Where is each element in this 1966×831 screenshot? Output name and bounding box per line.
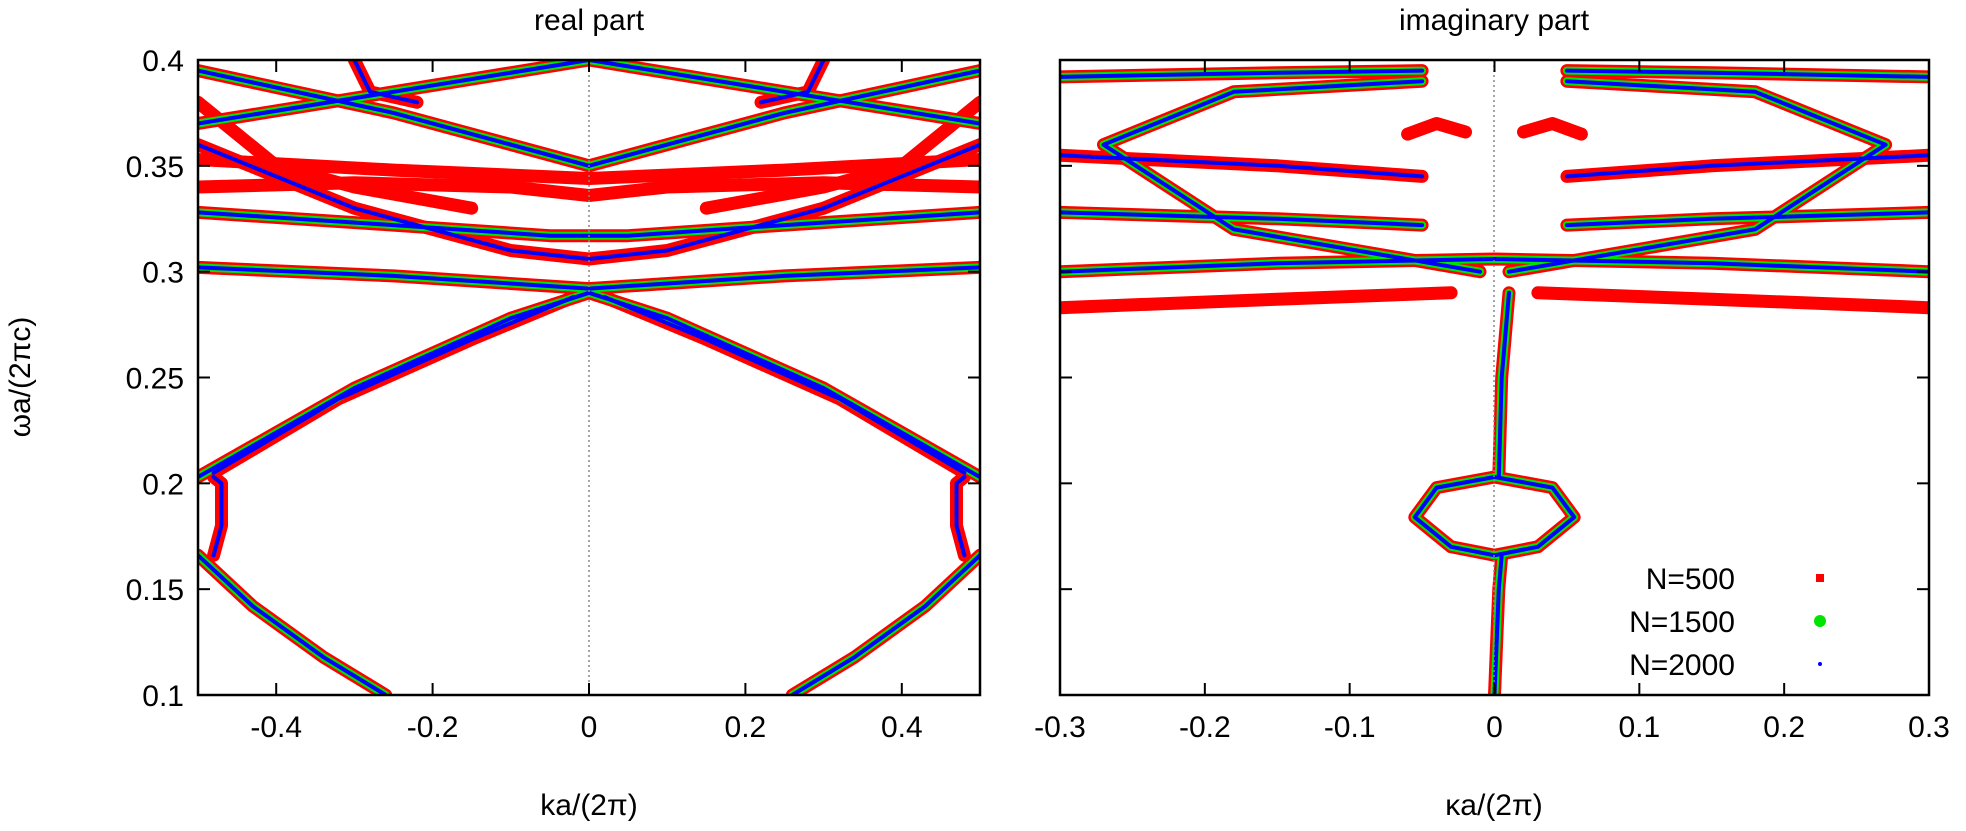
- series-n-2000-real: [198, 60, 980, 695]
- ytick-label-1: 0.15: [126, 574, 184, 607]
- title-imag: imaginary part: [1399, 4, 1590, 37]
- branch-imag-2-6: [1060, 153, 1425, 179]
- branch-real-2-14: [352, 60, 419, 105]
- ylabel: ωa/(2πc): [4, 317, 37, 438]
- branch-imag-2-7: [1564, 153, 1929, 179]
- xtick-label-imag-1: -0.2: [1179, 711, 1231, 744]
- branch-imag-2-0: [1492, 553, 1504, 695]
- branch-imag-2-10: [1101, 79, 1482, 274]
- branch-real-2-3: [954, 475, 967, 558]
- branch-real-2-15: [759, 60, 826, 105]
- xtick-label-imag-5: 0.2: [1763, 711, 1805, 744]
- branch-real-2-8: [198, 265, 980, 291]
- branch-real-0-11: [198, 153, 980, 185]
- imaginary-part-panel: -0.3 -0.2 -0.1 0 0.1 0.2 0.3 imaginary part κa…: [1034, 4, 1950, 822]
- branch-real-2-13: [587, 68, 980, 168]
- branch-real-2-1: [790, 553, 980, 695]
- branch-real-0-6: [207, 290, 580, 480]
- xtick-label-imag-4: 0.1: [1618, 711, 1660, 744]
- ytick-label-5: 0.35: [126, 151, 184, 184]
- real-part-data: [198, 60, 980, 695]
- ytick-label-0: 0.1: [142, 680, 184, 713]
- ytick-label-4: 0.3: [142, 257, 184, 290]
- branch-real-0-19: [582, 138, 980, 266]
- branch-real-2-10: [198, 60, 591, 126]
- xtick-label-imag-2: -0.1: [1324, 711, 1376, 744]
- y-ticks-imag: [1060, 59, 1929, 696]
- branch-real-1-0: [198, 551, 390, 695]
- legend-marker-0: [1816, 574, 1824, 582]
- branch-real-0-18: [198, 138, 596, 266]
- xtick-label-real-3: 0.2: [725, 711, 767, 744]
- legend-marker-2: [1818, 662, 1822, 666]
- branch-imag-2-11: [1507, 79, 1888, 274]
- legend: N=500 N=1500 N=2000: [1629, 563, 1826, 682]
- branch-real-0-7: [598, 290, 971, 480]
- branch-imag-2-3: [1060, 257, 1929, 274]
- branch-imag-2-9: [1564, 68, 1929, 79]
- legend-label-1: N=1500: [1629, 606, 1735, 639]
- branch-imag-0-12: [1401, 117, 1472, 141]
- branch-real-2-11: [587, 60, 980, 126]
- legend-marker-1: [1814, 615, 1826, 627]
- legend-label-0: N=500: [1646, 563, 1735, 596]
- xtick-label-imag-3: 0: [1486, 711, 1503, 744]
- branch-imag-2-4: [1060, 210, 1425, 228]
- title-real: real part: [534, 4, 645, 37]
- branch-real-0-21: [699, 95, 980, 215]
- xtick-label-real-1: -0.2: [407, 711, 459, 744]
- branch-real-2-17: [587, 142, 980, 261]
- branch-real-2-6: [211, 295, 576, 475]
- branch-real-2-12: [198, 68, 591, 168]
- ytick-label-2: 0.2: [142, 468, 184, 501]
- real-part-panel: 0.1 0.15 0.2 0.25 0.3 0.35 0.4 -0.4 -0.2 0 0.2 0.4…: [4, 4, 982, 822]
- xlabel-real: ka/(2π): [540, 789, 637, 822]
- xtick-label-imag-0: -0.3: [1034, 711, 1086, 744]
- branch-imag-2-5: [1564, 210, 1929, 228]
- branch-real-1-1: [788, 551, 980, 695]
- branch-real-2-7: [602, 295, 967, 475]
- branch-imag-0-4: [1531, 286, 1929, 315]
- xtick-label-imag-6: 0.3: [1908, 711, 1950, 744]
- xtick-label-real-2: 0: [581, 711, 598, 744]
- xtick-label-real-0: -0.4: [250, 711, 302, 744]
- y-ticks-real: 0.1 0.15 0.2 0.25 0.3 0.35 0.4: [126, 45, 980, 713]
- branch-real-0-20: [198, 95, 479, 215]
- legend-label-2: N=2000: [1629, 649, 1735, 682]
- ytick-label-6: 0.4: [142, 45, 184, 78]
- x-ticks-imag: -0.3 -0.2 -0.1 0 0.1 0.2 0.3: [1034, 60, 1950, 744]
- branch-real-2-2: [211, 475, 224, 558]
- branch-real-2-16: [198, 142, 591, 261]
- branch-imag-0-13: [1517, 117, 1588, 141]
- branch-imag-2-2: [1496, 290, 1511, 479]
- branch-imag-2-8: [1060, 68, 1425, 79]
- x-ticks-real: -0.4 -0.2 0 0.2 0.4: [250, 60, 923, 744]
- xtick-label-real-4: 0.4: [881, 711, 923, 744]
- branch-real-2-0: [198, 553, 388, 695]
- branch-imag-0-3: [1060, 286, 1458, 315]
- xlabel-imag: κa/(2π): [1445, 789, 1542, 822]
- ytick-label-3: 0.25: [126, 363, 184, 396]
